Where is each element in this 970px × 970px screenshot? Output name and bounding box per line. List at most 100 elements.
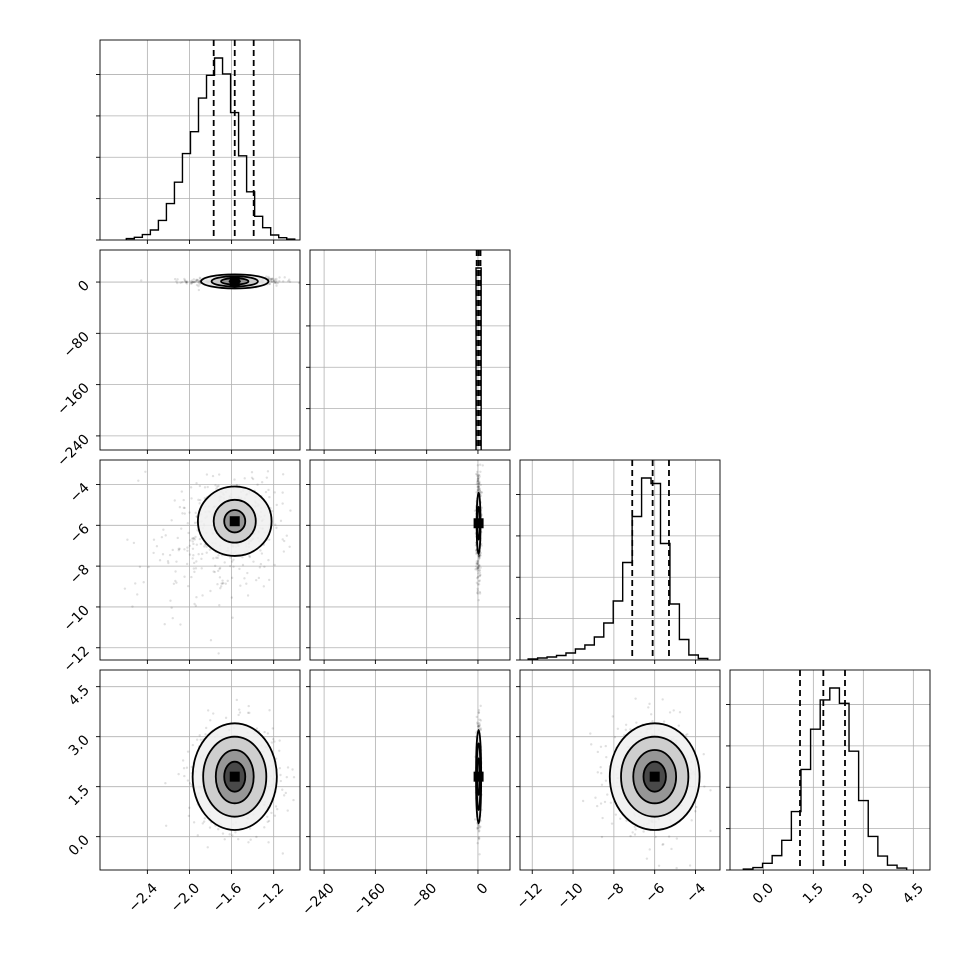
scatter-point <box>206 846 209 849</box>
scatter-point <box>166 559 170 563</box>
scatter-point <box>185 281 188 284</box>
contour-layer <box>191 273 701 831</box>
scatter-point <box>259 549 262 552</box>
scatter-point <box>267 558 270 562</box>
scatter-point <box>203 817 206 820</box>
scatter-point <box>137 479 140 482</box>
scatter-point <box>215 556 218 559</box>
scatter-point <box>279 779 283 783</box>
scatter-point <box>173 499 176 502</box>
scatter-point <box>214 484 217 487</box>
scatter-point <box>263 565 266 568</box>
scatter-point <box>194 511 197 515</box>
scatter-point <box>266 820 269 824</box>
scatter-point <box>478 568 482 572</box>
scatter-point <box>243 577 246 580</box>
scatter-point <box>144 470 147 473</box>
scatter-point <box>604 744 607 748</box>
scatter-point <box>185 282 189 285</box>
scatter-point <box>477 558 481 561</box>
scatter-point <box>268 538 271 541</box>
scatter-point <box>175 280 178 283</box>
panel-frame-3-3 <box>729 669 931 871</box>
scatter-point <box>477 725 480 728</box>
scatter-point <box>662 720 666 723</box>
scatter-point <box>661 698 664 701</box>
scatter-point <box>276 281 279 285</box>
scatter-point <box>264 490 268 494</box>
scatter-point <box>477 725 480 728</box>
scatter-point <box>206 485 209 489</box>
scatter-point <box>476 474 479 478</box>
scatter-point <box>266 470 270 473</box>
scatter-point <box>477 711 481 714</box>
scatter-point <box>477 824 480 827</box>
scatter-point <box>477 482 481 486</box>
scatter-point <box>190 575 193 579</box>
scatter-point <box>268 578 271 582</box>
scatter-point <box>182 498 185 502</box>
scatter-point <box>479 719 483 722</box>
scatter-point <box>188 553 192 556</box>
y-tick-label-p1-3: 0 <box>75 278 93 296</box>
scatter-point <box>193 521 197 525</box>
y-tick-label-p2-3: −6 <box>67 521 93 547</box>
scatter-point <box>695 805 698 809</box>
scatter-point <box>668 711 672 714</box>
scatter-point <box>478 463 482 466</box>
scatter-point <box>477 564 481 568</box>
scatter-point <box>478 480 481 483</box>
scatter-point <box>476 576 480 579</box>
histogram-1 <box>475 267 482 450</box>
scatter-point <box>185 562 189 566</box>
scatter-point <box>684 734 687 737</box>
scatter-point <box>237 713 240 717</box>
scatter-point <box>180 490 184 493</box>
panel-frame-1-1 <box>309 249 511 451</box>
scatter-point <box>478 487 481 491</box>
scatter-point <box>476 477 480 480</box>
scatter-point <box>230 560 234 563</box>
scatter-point <box>226 579 229 583</box>
scatter-point <box>477 554 481 557</box>
scatter-point <box>241 556 244 559</box>
scatter-point <box>600 772 603 775</box>
scatter-point <box>278 767 282 770</box>
scatter-point <box>475 562 479 565</box>
scatter-point <box>478 489 481 492</box>
scatter-point <box>475 551 478 555</box>
scatter-point <box>217 828 220 831</box>
scatter-point <box>195 596 198 599</box>
scatter-point <box>265 275 268 278</box>
scatter-point <box>282 280 285 283</box>
scatter-point <box>275 277 278 281</box>
scatter-point <box>272 738 275 741</box>
scatter-point <box>230 596 234 599</box>
scatter-point <box>232 565 235 568</box>
scatter-point <box>232 558 235 561</box>
scatter-point <box>477 485 481 488</box>
y-tick-label-p2-1: −10 <box>61 602 93 634</box>
scatter-point <box>478 475 481 478</box>
scatter-point <box>476 479 480 483</box>
scatter-point <box>599 802 603 805</box>
panel-frame-0-0 <box>99 39 301 241</box>
scatter-point <box>694 810 697 813</box>
scatter-point <box>479 483 482 487</box>
scatter-point <box>172 582 176 586</box>
scatter-point <box>604 779 608 782</box>
scatter-point <box>171 616 174 620</box>
scatter-point <box>192 537 195 540</box>
scatter-point <box>142 581 145 584</box>
histogram-2 <box>527 477 709 660</box>
scatter-point <box>272 279 276 283</box>
scatter-point <box>158 559 162 562</box>
scatter-point <box>181 281 184 284</box>
scatter-point <box>186 750 190 753</box>
scatter-point <box>479 573 482 577</box>
scatter-point <box>478 825 481 828</box>
scatter-point <box>266 815 269 818</box>
scatter-point <box>123 587 127 590</box>
scatter-point <box>273 281 276 284</box>
scatter-point <box>475 481 479 484</box>
